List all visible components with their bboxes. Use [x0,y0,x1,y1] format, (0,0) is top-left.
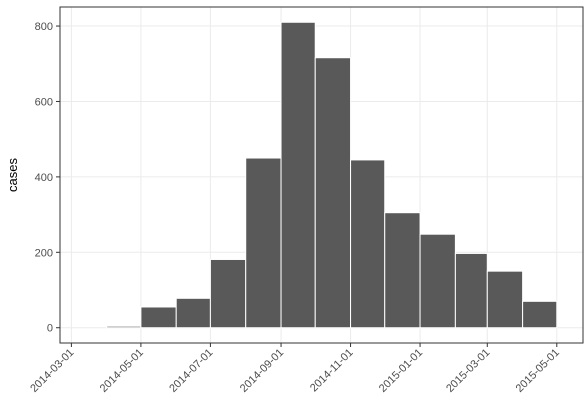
bar [106,325,142,329]
x-tick-label: 2015-05-01 [514,347,562,395]
x-tick-label: 2014-07-01 [167,347,215,395]
bar [419,233,456,329]
bar [140,306,177,329]
y-axis-label: cases [5,158,20,192]
x-tick-label: 2015-03-01 [444,347,492,395]
bar [486,270,524,329]
y-tick-label: 400 [35,172,53,184]
y-tick-label: 600 [35,96,53,108]
x-tick-label: 2015-01-01 [377,347,425,395]
bar [384,212,421,329]
bar [350,159,386,329]
bar [522,300,558,329]
x-tick-label: 2014-03-01 [28,347,76,395]
bar [314,57,352,329]
bar [245,157,282,329]
y-tick-label: 200 [35,247,53,259]
x-tick-label: 2014-09-01 [238,347,286,395]
bar [209,258,247,329]
x-tick-label: 2014-11-01 [308,347,356,395]
bar [175,297,211,329]
bar [280,21,316,329]
bar [454,252,488,329]
x-tick-label: 2014-05-01 [98,347,146,395]
panel-border [59,6,584,344]
y-tick-label: 0 [47,323,53,335]
y-tick-label: 800 [35,21,53,33]
